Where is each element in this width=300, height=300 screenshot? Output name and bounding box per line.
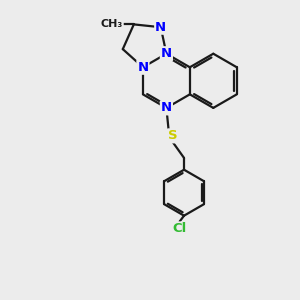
- Text: Cl: Cl: [172, 222, 187, 236]
- Text: S: S: [168, 129, 178, 142]
- Text: N: N: [161, 101, 172, 114]
- Text: N: N: [137, 61, 148, 74]
- Text: CH₃: CH₃: [100, 20, 123, 29]
- Text: N: N: [161, 47, 172, 60]
- Text: N: N: [155, 21, 166, 34]
